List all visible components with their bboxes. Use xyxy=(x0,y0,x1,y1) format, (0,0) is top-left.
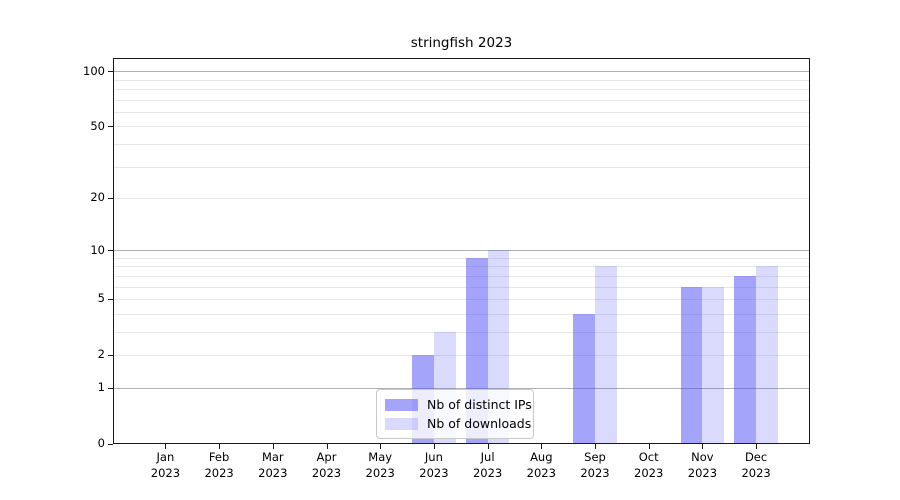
x-tick-label-nov: Nov 2023 xyxy=(672,450,732,481)
x-tick-label-jan: Jan 2023 xyxy=(135,450,195,481)
x-tick-label-may: May 2023 xyxy=(350,450,410,481)
x-tick-label-sep: Sep 2023 xyxy=(565,450,625,481)
bar-nov-ips xyxy=(680,286,703,444)
bar-dec-ips xyxy=(734,275,757,444)
y-tick-label: 50 xyxy=(90,118,105,133)
y-tick-mark xyxy=(108,126,113,128)
x-tick-mark xyxy=(380,444,382,449)
x-tick-month: Jun xyxy=(424,450,443,464)
y-tick-mark xyxy=(108,387,113,389)
bar-dec-downloads xyxy=(756,266,778,444)
x-tick-year: 2023 xyxy=(311,465,342,480)
x-tick-year: 2023 xyxy=(258,465,288,480)
gridline-minor xyxy=(114,313,809,315)
y-tick-label: 5 xyxy=(97,291,105,306)
x-tick-label-mar: Mar 2023 xyxy=(243,450,303,481)
gridline-minor xyxy=(114,111,809,113)
y-tick-mark xyxy=(108,71,113,73)
gridline-major xyxy=(114,250,809,252)
x-tick-mark xyxy=(648,444,650,449)
plot-area xyxy=(113,58,810,444)
y-tick-mark xyxy=(108,354,113,356)
y-tick-label: 100 xyxy=(83,63,105,78)
gridline-minor xyxy=(114,266,809,268)
y-tick-mark xyxy=(108,443,113,445)
bar-sep-downloads xyxy=(595,266,617,444)
gridline-major xyxy=(114,387,809,389)
legend-entry-downloads: Nb of downloads xyxy=(385,414,531,433)
gridline-minor xyxy=(114,79,809,81)
x-tick-year: 2023 xyxy=(687,465,718,480)
gridline-minor xyxy=(114,126,809,128)
x-tick-month: Dec xyxy=(744,450,768,464)
x-tick-mark xyxy=(595,444,596,449)
legend-label-downloads: Nb of downloads xyxy=(427,416,532,431)
chart-title: stringfish 2023 xyxy=(410,35,513,51)
y-tick-mark xyxy=(108,298,113,300)
x-tick-month: Nov xyxy=(691,450,714,464)
legend-swatch-distinct-ips xyxy=(385,398,418,411)
x-tick-mark xyxy=(541,444,543,449)
x-tick-year: 2023 xyxy=(150,465,181,480)
x-tick-year: 2023 xyxy=(472,465,503,480)
x-tick-month: Oct xyxy=(638,450,659,464)
gridline-minor xyxy=(114,99,809,101)
gridline-minor xyxy=(114,298,809,300)
x-tick-label-jul: Jul 2023 xyxy=(458,450,518,481)
legend: Nb of distinct IPs Nb of downloads xyxy=(376,389,534,439)
x-tick-year: 2023 xyxy=(526,465,556,480)
y-tick-label: 2 xyxy=(97,347,105,362)
x-tick-year: 2023 xyxy=(741,465,771,480)
legend-entry-distinct-ips: Nb of distinct IPs xyxy=(385,395,532,414)
gridline-minor xyxy=(114,354,809,356)
x-tick-label-feb: Feb 2023 xyxy=(189,450,249,481)
x-tick-mark xyxy=(272,444,274,449)
x-tick-mark xyxy=(433,444,435,449)
x-tick-month: Feb xyxy=(208,450,230,464)
legend-label-distinct-ips: Nb of distinct IPs xyxy=(427,397,532,412)
y-tick-label: 20 xyxy=(90,190,105,205)
x-tick-year: 2023 xyxy=(634,465,664,480)
gridline-minor xyxy=(114,89,809,91)
y-tick-label: 0 xyxy=(97,436,105,450)
x-tick-label-oct: Oct 2023 xyxy=(619,450,679,481)
x-tick-year: 2023 xyxy=(365,465,395,480)
x-tick-label-jun: Jun 2023 xyxy=(404,450,464,481)
x-tick-year: 2023 xyxy=(204,465,234,480)
x-tick-month: May xyxy=(368,450,393,464)
x-tick-month: Sep xyxy=(584,450,606,464)
x-tick-label-dec: Dec 2023 xyxy=(726,450,786,481)
x-tick-mark xyxy=(165,444,167,449)
y-tick-mark xyxy=(108,197,113,199)
x-tick-month: Jan xyxy=(156,450,175,464)
x-tick-label-apr: Apr 2023 xyxy=(297,450,357,481)
x-tick-month: Mar xyxy=(261,450,284,464)
gridline-minor xyxy=(114,257,809,259)
legend-swatch-downloads xyxy=(385,417,418,430)
gridline-major xyxy=(114,71,809,73)
gridline-minor xyxy=(114,331,809,333)
x-tick-label-aug: Aug 2023 xyxy=(511,450,571,481)
gridline-minor xyxy=(114,197,809,199)
x-tick-mark xyxy=(219,444,221,449)
y-tick-label: 1 xyxy=(97,380,105,395)
bar-nov-downloads xyxy=(702,286,725,444)
x-tick-month: Aug xyxy=(530,450,553,464)
y-tick-mark xyxy=(108,250,113,252)
gridline-minor xyxy=(114,286,809,288)
x-tick-month: Apr xyxy=(316,450,337,464)
gridline-minor xyxy=(114,275,809,277)
bar-sep-ips xyxy=(573,313,595,444)
x-tick-year: 2023 xyxy=(419,465,449,480)
x-tick-year: 2023 xyxy=(580,465,610,480)
x-tick-mark xyxy=(702,444,704,449)
x-tick-mark xyxy=(326,444,328,449)
gridline-minor xyxy=(114,144,809,145)
x-tick-month: Jul xyxy=(480,450,495,464)
y-tick-label: 10 xyxy=(90,242,105,257)
x-tick-mark xyxy=(487,444,489,449)
x-tick-mark xyxy=(756,444,758,449)
gridline-minor xyxy=(114,166,809,168)
